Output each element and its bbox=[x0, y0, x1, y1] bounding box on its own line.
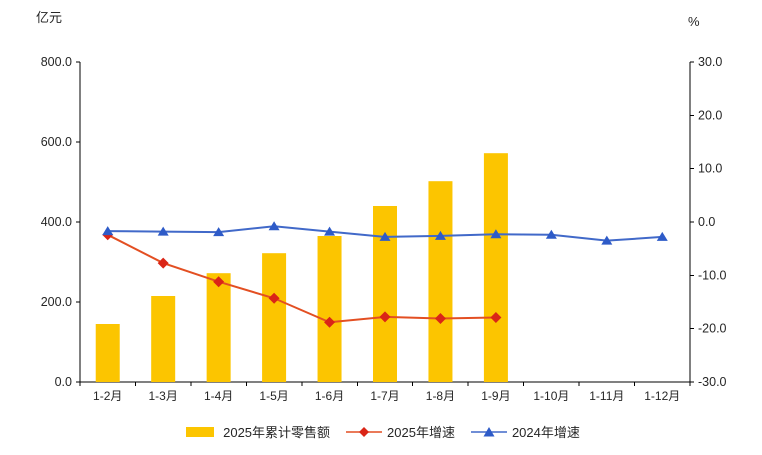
bar bbox=[206, 273, 231, 382]
triangle-marker bbox=[157, 226, 169, 236]
bar bbox=[483, 153, 508, 382]
legend-item-0: 2025年累计零售额 bbox=[182, 422, 330, 441]
legend-item-2: 2024年增速 bbox=[470, 422, 580, 441]
bar bbox=[262, 253, 287, 382]
right-axis-tick-label: -20.0 bbox=[698, 322, 727, 336]
legend: 2025年累计零售额 2025年增速 2024年增速 bbox=[0, 422, 762, 441]
x-axis-category-label: 1-10月 bbox=[533, 389, 569, 403]
diamond-marker bbox=[490, 311, 502, 323]
right-axis-tick-label: 0.0 bbox=[698, 215, 715, 229]
x-axis-category-label: 1-8月 bbox=[426, 389, 455, 403]
triangle-marker bbox=[656, 231, 668, 241]
series-2 bbox=[102, 221, 668, 245]
x-axis-category-label: 1-4月 bbox=[204, 389, 233, 403]
x-axis-category-label: 1-12月 bbox=[644, 389, 680, 403]
bar bbox=[428, 181, 453, 382]
bar bbox=[95, 324, 120, 382]
diamond-marker bbox=[434, 313, 446, 325]
legend-label: 2025年增速 bbox=[387, 425, 455, 440]
plot-area: 0.0 200.0 400.0 600.0 800.0 -30.0 -20.0 -10.0 0.… bbox=[41, 55, 727, 403]
right-axis-tick-label: 20.0 bbox=[698, 108, 722, 122]
diamond-marker bbox=[157, 257, 169, 269]
line bbox=[107, 233, 496, 324]
legend-label: 2025年累计零售额 bbox=[223, 425, 331, 440]
x-axis-category-label: 1-7月 bbox=[370, 389, 399, 403]
left-axis-tick-label: 600.0 bbox=[41, 135, 72, 149]
triangle-marker bbox=[434, 230, 446, 240]
right-axis-tick-label: -30.0 bbox=[698, 375, 727, 389]
triangle-marker bbox=[102, 226, 114, 236]
series-0 bbox=[95, 153, 508, 382]
legend-swatch bbox=[346, 426, 383, 437]
right-axis-tick-label: -10.0 bbox=[698, 268, 727, 282]
left-axis-tick-label: 200.0 bbox=[41, 295, 72, 309]
left-axis-tick-label: 800.0 bbox=[41, 55, 72, 69]
bar bbox=[317, 236, 342, 382]
legend-swatch bbox=[470, 426, 507, 436]
x-axis-category-label: 1-5月 bbox=[259, 389, 288, 403]
triangle-marker bbox=[268, 221, 280, 231]
triangle-marker bbox=[545, 229, 557, 239]
diamond-marker bbox=[213, 276, 225, 288]
diamond-marker bbox=[379, 311, 391, 323]
left-axis-tick-label: 0.0 bbox=[55, 375, 72, 389]
legend-item-1: 2025年增速 bbox=[346, 422, 455, 441]
right-axis-title: % bbox=[688, 14, 700, 29]
legend-swatch bbox=[186, 426, 215, 437]
diamond-marker bbox=[268, 292, 280, 304]
left-axis-tick-label: 400.0 bbox=[41, 215, 72, 229]
right-axis-tick-label: 30.0 bbox=[698, 55, 722, 69]
x-axis-category-label: 1-11月 bbox=[589, 389, 624, 403]
legend-label: 2024年增速 bbox=[511, 425, 580, 440]
triangle-marker bbox=[490, 229, 502, 239]
triangle-marker bbox=[601, 235, 613, 245]
left-axis-title: 亿元 bbox=[36, 10, 62, 25]
triangle-marker bbox=[213, 227, 225, 237]
x-axis-category-label: 1-3月 bbox=[149, 389, 178, 403]
triangle-marker bbox=[324, 226, 336, 236]
x-axis-category-label: 1-2月 bbox=[93, 389, 122, 403]
axis-labels: 0.0 200.0 400.0 600.0 800.0 -30.0 -20.0 -10.0 0.… bbox=[41, 55, 727, 403]
bar bbox=[151, 296, 176, 382]
x-axis-category-label: 1-9月 bbox=[481, 389, 510, 403]
right-axis-tick-label: 10.0 bbox=[698, 162, 722, 176]
triangle-marker bbox=[379, 231, 391, 241]
diamond-marker bbox=[324, 316, 336, 328]
x-axis-category-label: 1-6月 bbox=[315, 389, 344, 403]
